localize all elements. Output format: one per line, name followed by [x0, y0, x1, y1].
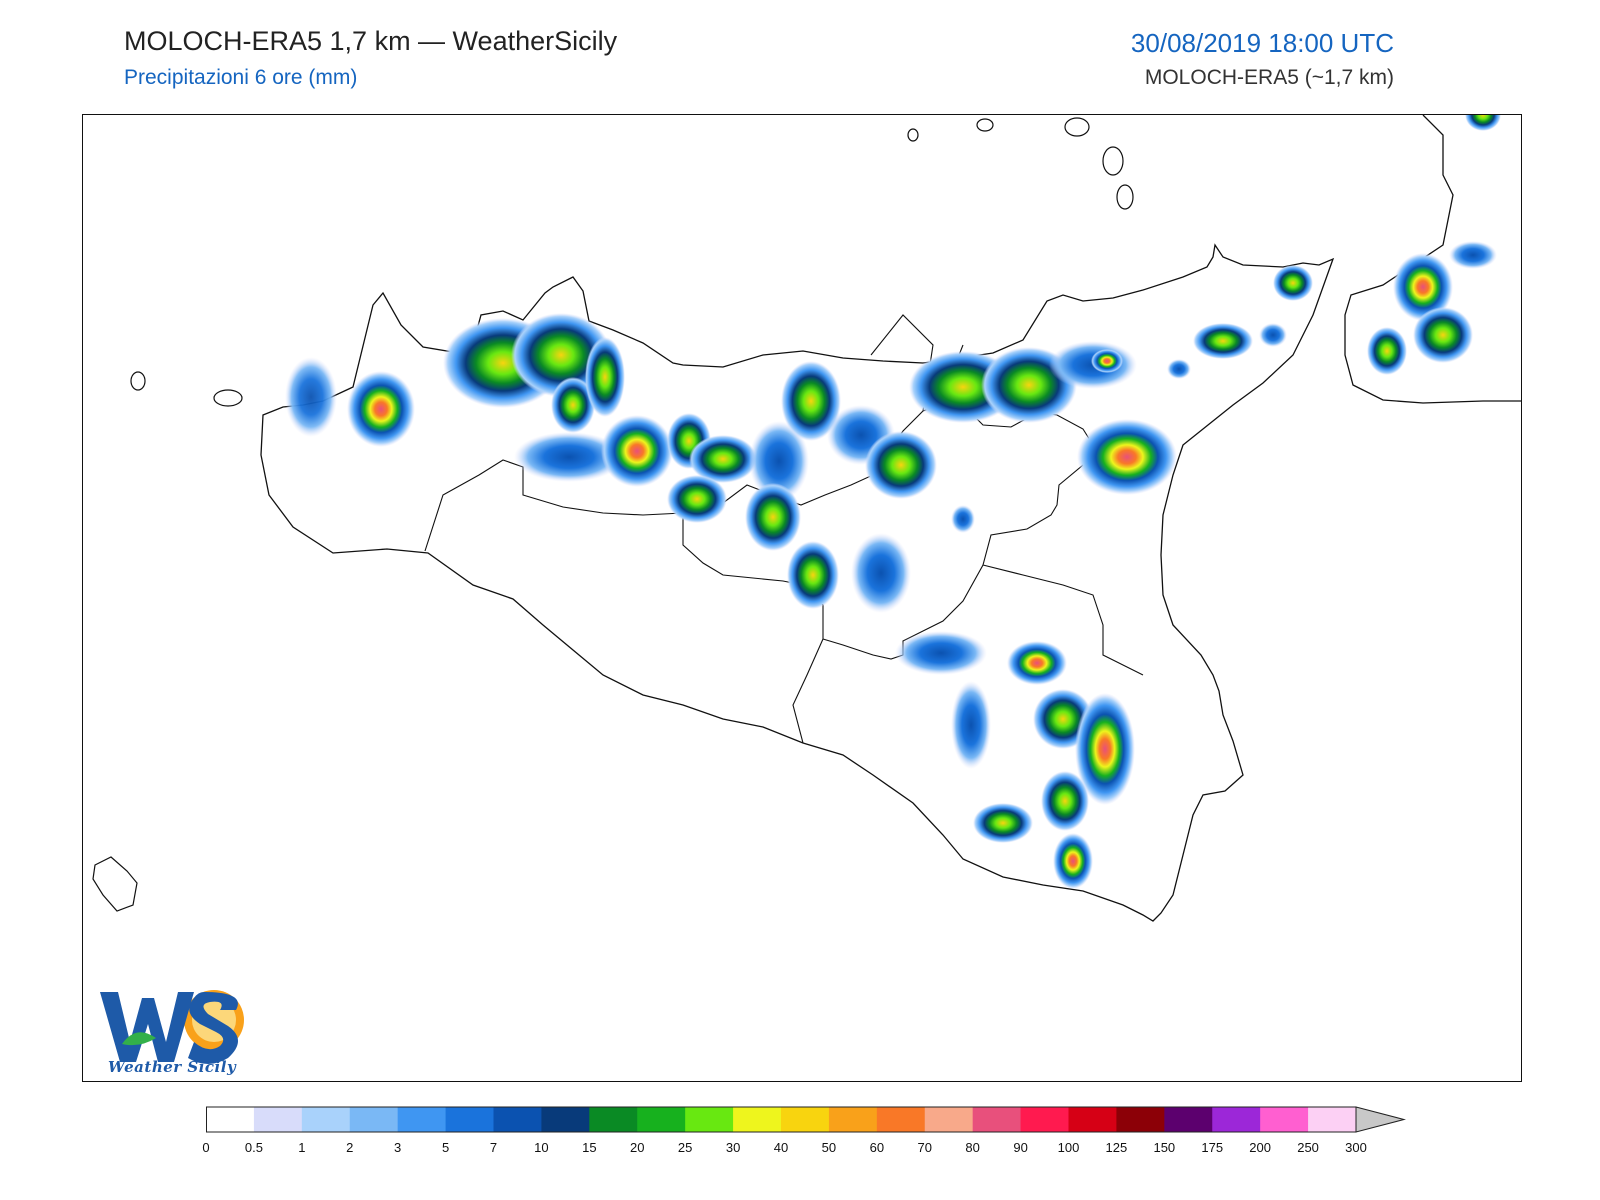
colorbar-swatch	[397, 1107, 447, 1132]
colorbar-tick-label: 60	[869, 1140, 885, 1155]
colorbar-swatch	[828, 1107, 878, 1132]
colorbar-tick-label: 100	[1057, 1140, 1080, 1155]
colorbar-tick-label: 15	[582, 1140, 597, 1155]
colorbar-swatch	[445, 1107, 494, 1132]
colorbar	[206, 1106, 1406, 1133]
colorbar-swatch	[253, 1107, 303, 1132]
colorbar-swatch	[301, 1107, 351, 1132]
colorbar-swatch	[876, 1107, 926, 1132]
colorbar-swatch	[972, 1107, 1022, 1132]
colorbar-tick-label: 1	[298, 1140, 306, 1155]
colorbar-swatch	[781, 1107, 830, 1132]
colorbar-swatch	[1164, 1107, 1213, 1132]
colorbar-tick-label: 70	[917, 1140, 932, 1155]
colorbar-swatch	[733, 1107, 782, 1132]
colorbar-tick-label: 175	[1201, 1140, 1224, 1155]
island-pantelleria	[92, 856, 138, 912]
colorbar-tick-label: 300	[1345, 1140, 1367, 1155]
colorbar-swatch	[349, 1107, 399, 1132]
colorbar-tick-label: 3	[394, 1140, 402, 1155]
colorbar-tick-label: 80	[965, 1140, 980, 1155]
precipitation-field	[285, 115, 1501, 889]
sicily-coastline	[260, 243, 1335, 922]
colorbar-swatch	[589, 1107, 638, 1132]
colorbar-tick-label: 125	[1105, 1140, 1128, 1155]
colorbar-swatch	[206, 1107, 255, 1132]
colorbar-swatch	[1260, 1107, 1309, 1132]
map-subtitle: Precipitazioni 6 ore (mm)	[124, 66, 358, 89]
colorbar-extend-triangle	[1355, 1106, 1406, 1133]
colorbar-tick-label: 20	[630, 1140, 645, 1155]
colorbar-tick-label: 30	[725, 1140, 741, 1155]
colorbar-tick-label: 2	[346, 1140, 354, 1155]
colorbar-swatch	[1068, 1107, 1117, 1132]
valid-datetime: 30/08/2019 18:00 UTC	[1130, 28, 1394, 58]
island-marettimo	[130, 371, 146, 391]
logo-wordmark: Weather Sicily	[108, 1058, 237, 1076]
colorbar-border	[206, 1106, 1357, 1133]
calabria-coastline	[1344, 115, 1521, 404]
colorbar-tick-label: 0.5	[244, 1140, 263, 1155]
colorbar-tick-label: 10	[534, 1140, 549, 1155]
colorbar-swatch	[1308, 1107, 1357, 1132]
colorbar-swatch	[637, 1107, 686, 1132]
colorbar-tick-label: 40	[773, 1140, 789, 1155]
island-vulcano	[1116, 184, 1134, 210]
island-salina	[1064, 117, 1090, 137]
colorbar-tick-label: 250	[1297, 1140, 1319, 1155]
colorbar-swatch	[1020, 1107, 1069, 1132]
weathersicily-logo	[100, 990, 244, 1064]
island-lipari	[1102, 146, 1124, 176]
colorbar-tick-label: 0	[202, 1140, 210, 1155]
colorbar-swatch	[493, 1107, 542, 1132]
island-alicudi	[976, 118, 994, 132]
island-ustica	[907, 128, 919, 142]
colorbar-tick-label: 5	[441, 1140, 450, 1155]
colorbar-swatch	[924, 1107, 974, 1132]
colorbar-tick-label: 50	[821, 1140, 837, 1155]
colorbar-tick-label: 200	[1249, 1140, 1272, 1155]
colorbar-tick-label: 150	[1153, 1140, 1176, 1155]
colorbar-tick-label: 25	[677, 1140, 693, 1155]
precipitation-map	[92, 115, 1521, 922]
island-favignana	[213, 389, 243, 407]
colorbar-tick-label: 90	[1013, 1140, 1028, 1155]
colorbar-swatch	[1212, 1107, 1261, 1132]
map-panel[interactable]	[82, 114, 1522, 1082]
colorbar-swatch	[1116, 1107, 1165, 1132]
colorbar-swatch	[541, 1107, 590, 1132]
colorbar-tick-label: 7	[489, 1140, 498, 1155]
model-info: MOLOCH-ERA5 (~1,7 km)	[1144, 66, 1394, 89]
map-title: MOLOCH-ERA5 1,7 km — WeatherSicily	[124, 26, 618, 56]
colorbar-swatch	[685, 1107, 734, 1132]
